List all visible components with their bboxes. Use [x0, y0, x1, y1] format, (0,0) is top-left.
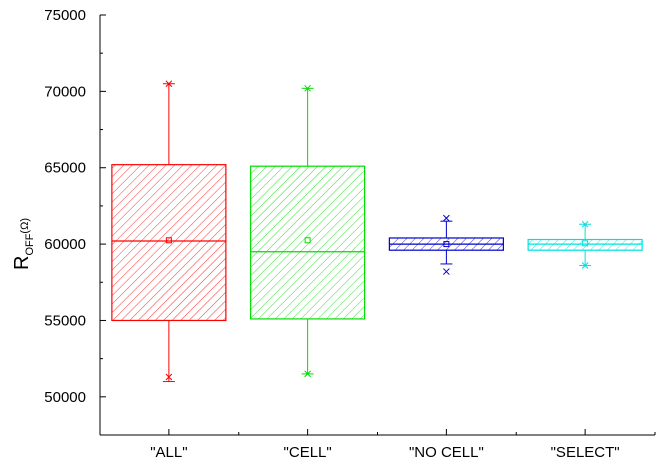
- x-tick-label: "SELECT": [551, 444, 620, 461]
- y-axis-label-sub: OFF: [24, 233, 36, 255]
- box-3: [527, 220, 643, 269]
- max-marker: [304, 84, 311, 92]
- y-axis-label: ROFF(Ω): [11, 218, 36, 270]
- y-tick-label: 65000: [44, 160, 86, 177]
- mean-marker: [443, 241, 450, 248]
- y-tick-label: 70000: [44, 83, 86, 100]
- max-marker: [581, 220, 589, 228]
- y-axis-label-unit: (Ω): [19, 218, 31, 234]
- min-marker: [443, 268, 450, 275]
- max-marker: [443, 214, 450, 222]
- min-marker: [581, 262, 589, 269]
- max-marker: [165, 80, 173, 88]
- box-2: [388, 214, 504, 275]
- y-tick-label: 75000: [44, 7, 86, 24]
- min-marker: [304, 370, 311, 378]
- y-tick-label: 50000: [44, 389, 86, 406]
- min-marker: [165, 373, 173, 381]
- x-tick-label: "NO CELL": [409, 444, 484, 461]
- axes: ROFF(Ω) 50000 55000 60000 65000 70000 75000 "A…: [11, 7, 656, 461]
- mean-marker: [304, 237, 311, 244]
- x-tick-label: "ALL": [150, 444, 187, 461]
- mean-marker: [582, 240, 589, 247]
- box-1: [250, 84, 366, 378]
- y-tick-label: 55000: [44, 312, 86, 329]
- mean-marker: [165, 237, 172, 244]
- y-tick-label: 60000: [44, 236, 86, 253]
- y-axis-label-main: R: [11, 256, 33, 270]
- plot-area: [111, 80, 643, 383]
- box-body: [527, 238, 643, 251]
- box-0: [111, 80, 227, 383]
- x-tick-label: "CELL": [284, 444, 332, 461]
